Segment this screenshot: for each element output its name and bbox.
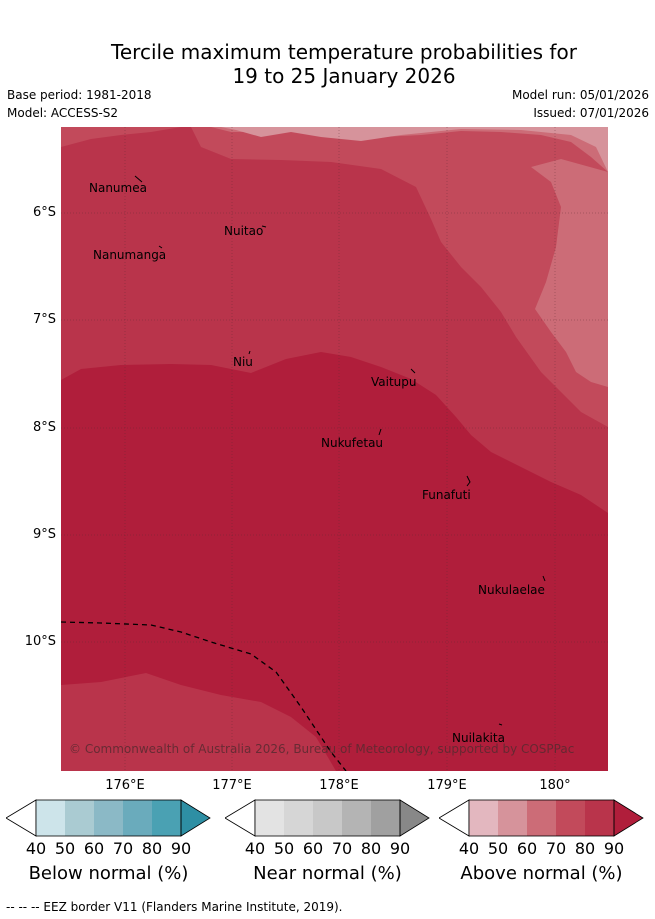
- lat-tick: 10°S: [24, 634, 56, 649]
- lon-tick: 177°E: [212, 778, 252, 793]
- colorbar-above: [438, 799, 644, 841]
- tick-label: 80: [574, 839, 596, 858]
- title-line-1: Tercile maximum temperature probabilitie…: [111, 40, 577, 64]
- region-above-50: [221, 127, 608, 172]
- swatch: [342, 800, 371, 836]
- tick-label: 50: [273, 839, 295, 858]
- place-label: Nanumanga: [93, 248, 167, 262]
- tick-label: 40: [458, 839, 480, 858]
- place-label: Nanumea: [89, 181, 147, 195]
- island-mark-nukulaelae: [542, 575, 546, 582]
- place-label: Niu: [233, 355, 253, 369]
- lon-tick: 178°E: [319, 778, 359, 793]
- region-above-80-southwest: [61, 673, 336, 771]
- tick-label: 70: [545, 839, 567, 858]
- island-mark-funafuti: [466, 475, 471, 487]
- tick-label: 50: [487, 839, 509, 858]
- tick-label: 40: [25, 839, 47, 858]
- model-run: Model run: 05/01/2026: [511, 88, 649, 102]
- swatch: [556, 800, 585, 836]
- swatch: [284, 800, 313, 836]
- swatch: [123, 800, 152, 836]
- lat-tick: 9°S: [32, 527, 56, 542]
- tick-label: 90: [389, 839, 411, 858]
- legend-below-label: Below normal (%): [28, 863, 189, 884]
- tick-label: 90: [170, 839, 192, 858]
- place-label: Nuitao: [224, 224, 264, 238]
- colorbar-near: [224, 799, 430, 841]
- island-mark-nanumea: [134, 175, 143, 183]
- swatch: [371, 800, 400, 836]
- tick-label: 80: [141, 839, 163, 858]
- swatch: [65, 800, 94, 836]
- legend-above-label: Above normal (%): [460, 863, 623, 884]
- swatch: [498, 800, 527, 836]
- swatch: [399, 799, 430, 837]
- lat-tick: 6°S: [32, 205, 56, 220]
- swatch: [94, 800, 123, 836]
- tick-label: 90: [603, 839, 625, 858]
- swatch: [527, 800, 556, 836]
- island-mark-nuitao: [261, 225, 267, 228]
- tick-label: 60: [516, 839, 538, 858]
- swatch: [180, 799, 211, 837]
- copyright-notice: © Commonwealth of Australia 2026, Bureau…: [69, 742, 575, 756]
- lon-tick: 179°E: [427, 778, 467, 793]
- place-label: Nukufetau: [321, 436, 384, 450]
- tick-label: 80: [360, 839, 382, 858]
- probability-map: [61, 127, 608, 771]
- region-above-50-top: [246, 127, 391, 132]
- tick-label: 70: [112, 839, 134, 858]
- place-label: Nuilakita: [452, 731, 505, 745]
- lon-tick: 176°E: [105, 778, 145, 793]
- region-above-70: [61, 127, 608, 427]
- place-label: Vaitupu: [371, 375, 417, 389]
- colorbar-below: [5, 799, 211, 841]
- map-canvas: [61, 127, 608, 771]
- swatch: [36, 800, 65, 836]
- swatch: [469, 800, 498, 836]
- place-label: Funafuti: [422, 488, 471, 502]
- island-mark-nukufetau: [378, 428, 382, 436]
- place-label: Nukulaelae: [478, 583, 545, 597]
- title-line-2: 19 to 25 January 2026: [232, 64, 456, 88]
- swatch: [313, 800, 342, 836]
- region-above-60-east: [531, 159, 608, 387]
- issued-date: Issued: 07/01/2026: [533, 106, 649, 120]
- tick-label: 40: [244, 839, 266, 858]
- model-name: Model: ACCESS-S2: [7, 106, 119, 120]
- region-above-90: [61, 352, 608, 771]
- island-mark-nuilakita: [498, 723, 503, 726]
- base-period: Base period: 1981-2018: [7, 88, 152, 102]
- eez-border: [61, 621, 347, 771]
- swatch: [152, 800, 181, 836]
- eez-footnote: -- -- -- EEZ border V11 (Flanders Marine…: [6, 900, 343, 914]
- lat-tick: 7°S: [32, 312, 56, 327]
- island-mark-nanumanga: [158, 245, 163, 249]
- tick-label: 50: [54, 839, 76, 858]
- chart-title: Tercile maximum temperature probabilitie…: [0, 40, 655, 88]
- tick-label: 60: [302, 839, 324, 858]
- lon-tick: 180°: [539, 778, 571, 793]
- island-mark-vaitupu: [410, 368, 416, 374]
- swatch: [613, 799, 644, 837]
- island-mark-niu: [248, 350, 251, 355]
- swatch: [585, 800, 614, 836]
- tick-label: 60: [83, 839, 105, 858]
- tick-label: 70: [331, 839, 353, 858]
- legend-near-label: Near normal (%): [253, 863, 402, 884]
- region-above-70-west: [61, 127, 181, 147]
- lat-tick: 8°S: [32, 420, 56, 435]
- swatch: [255, 800, 284, 836]
